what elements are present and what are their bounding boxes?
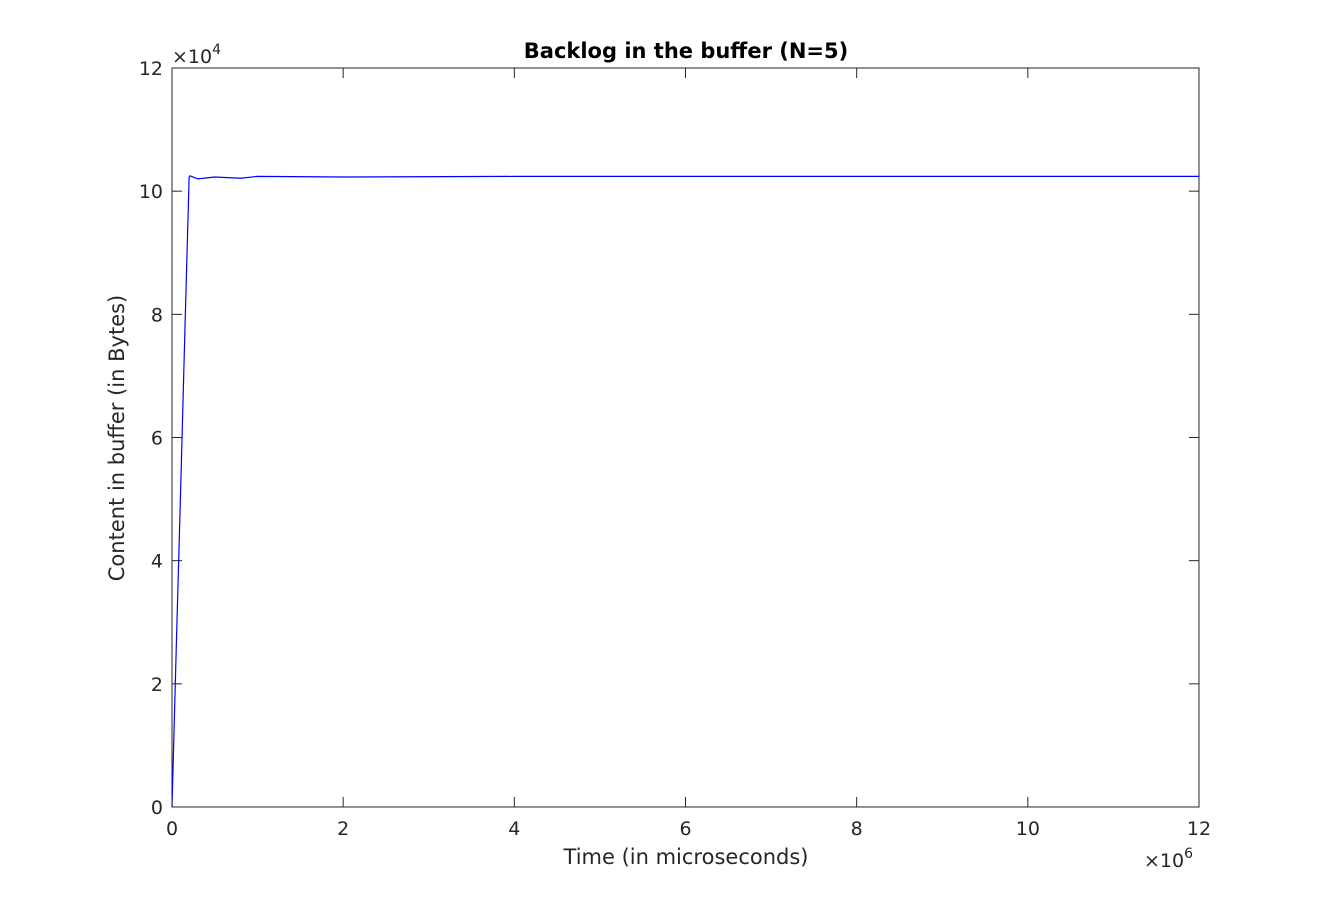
x-multiplier-exponent: 6 bbox=[1184, 846, 1193, 862]
x-tick-label: 0 bbox=[166, 818, 178, 840]
x-tick-label: 2 bbox=[337, 818, 349, 840]
chart-title: Backlog in the buffer (N=5) bbox=[524, 39, 848, 63]
x-tick-label: 12 bbox=[1187, 818, 1211, 840]
plot-area bbox=[171, 67, 1200, 808]
x-tick-label: 10 bbox=[1016, 818, 1040, 840]
y-tick-label: 8 bbox=[151, 304, 163, 326]
y-tick-label: 6 bbox=[151, 428, 163, 450]
y-tick-label: 0 bbox=[151, 797, 163, 819]
x-tick-label: 6 bbox=[679, 818, 691, 840]
ticks-layer: 0 2 4 6 8 10 12 0 2 4 6 8 10 12 bbox=[139, 58, 1211, 840]
x-multiplier-base: ×10 bbox=[1144, 850, 1184, 872]
series-line-0 bbox=[171, 175, 1199, 808]
axes-box bbox=[171, 67, 1200, 808]
x-axis-label: Time (in microseconds) bbox=[563, 845, 809, 869]
y-multiplier-base: ×10 bbox=[172, 46, 212, 68]
y-axis-label: Content in buffer (in Bytes) bbox=[105, 295, 129, 581]
y-tick-label: 2 bbox=[151, 674, 163, 696]
y-axis-multiplier: ×104 bbox=[172, 42, 221, 68]
y-tick-label: 10 bbox=[139, 181, 163, 203]
series-layer bbox=[171, 175, 1199, 808]
x-tick-label: 4 bbox=[508, 818, 520, 840]
x-tick-label: 8 bbox=[851, 818, 863, 840]
x-axis-multiplier: ×106 bbox=[1144, 846, 1193, 872]
y-tick-label: 12 bbox=[139, 58, 163, 80]
y-multiplier-exponent: 4 bbox=[212, 42, 221, 58]
y-tick-label: 4 bbox=[151, 551, 163, 573]
